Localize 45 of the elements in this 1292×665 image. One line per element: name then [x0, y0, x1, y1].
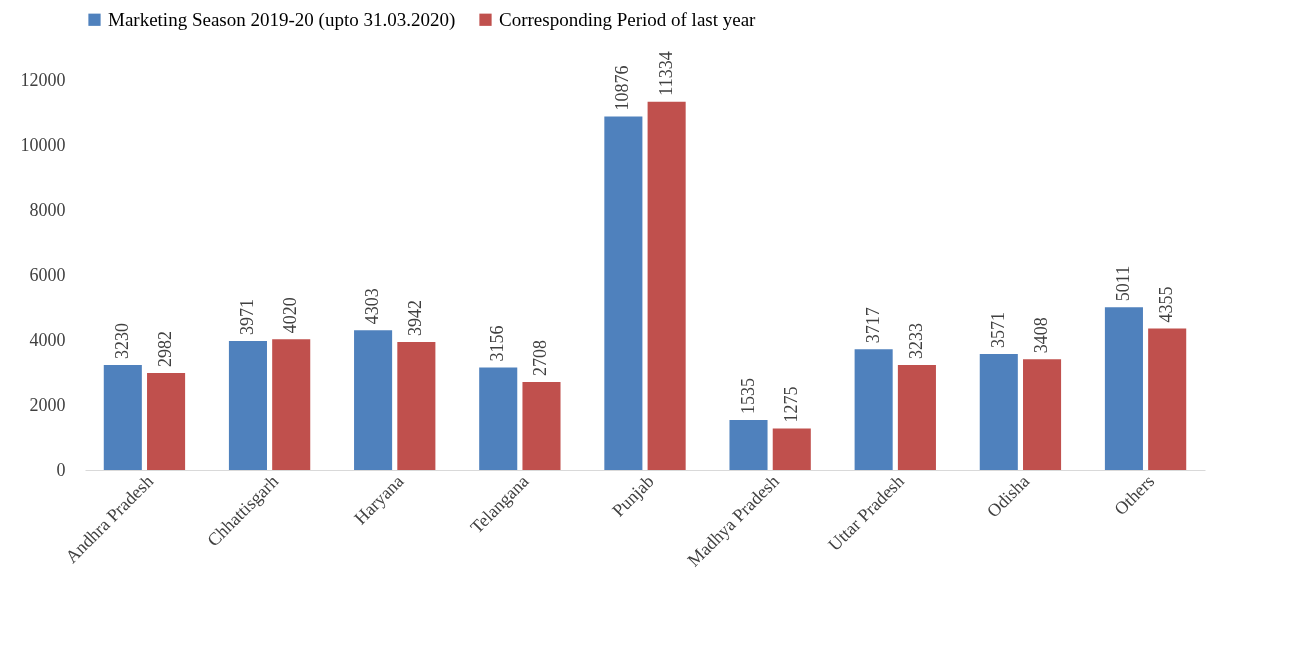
data-label: 3156: [487, 325, 508, 362]
bar: [854, 349, 893, 470]
bar: [354, 330, 393, 470]
data-label: 3408: [1031, 317, 1052, 354]
y-tick-label: 12000: [20, 69, 66, 90]
data-label: 3230: [111, 323, 132, 360]
data-label: 3571: [987, 311, 1008, 348]
bar: [1104, 307, 1143, 470]
data-label: 3971: [236, 298, 257, 335]
bar: [103, 365, 142, 470]
bar: [272, 339, 311, 470]
data-label: 1535: [737, 378, 758, 415]
data-label: 3942: [405, 299, 426, 336]
bar: [228, 340, 267, 470]
data-label: 2708: [530, 339, 551, 376]
data-label: 4020: [280, 297, 301, 334]
y-tick-label: 0: [56, 459, 66, 480]
data-label: 10876: [612, 65, 633, 111]
data-label: 4303: [362, 288, 383, 325]
y-tick-label: 6000: [29, 264, 66, 285]
bar: [1148, 328, 1187, 470]
bar: [979, 353, 1018, 470]
bar: [522, 381, 561, 470]
bar: [897, 364, 936, 470]
bar: [147, 373, 186, 470]
bar: [604, 116, 643, 470]
y-tick-label: 4000: [29, 329, 66, 350]
bar: [1023, 359, 1062, 470]
bar: [729, 420, 768, 470]
data-label: 11334: [655, 51, 676, 96]
bar: [479, 367, 518, 470]
y-tick-label: 10000: [20, 134, 66, 155]
data-label: 5011: [1112, 265, 1133, 302]
y-tick-label: 8000: [29, 199, 66, 220]
legend-label: Corresponding Period of last year: [499, 8, 757, 30]
bar: [397, 341, 436, 470]
data-label: 2982: [155, 331, 176, 368]
data-label: 4355: [1156, 286, 1177, 323]
bar: [647, 101, 686, 470]
bar: [772, 428, 811, 470]
legend-label: Marketing Season 2019-20 (upto 31.03.2020): [108, 8, 456, 31]
data-label: 1275: [780, 386, 801, 423]
data-label: 3233: [905, 322, 926, 359]
data-label: 3717: [862, 307, 883, 344]
y-tick-label: 2000: [29, 394, 66, 415]
